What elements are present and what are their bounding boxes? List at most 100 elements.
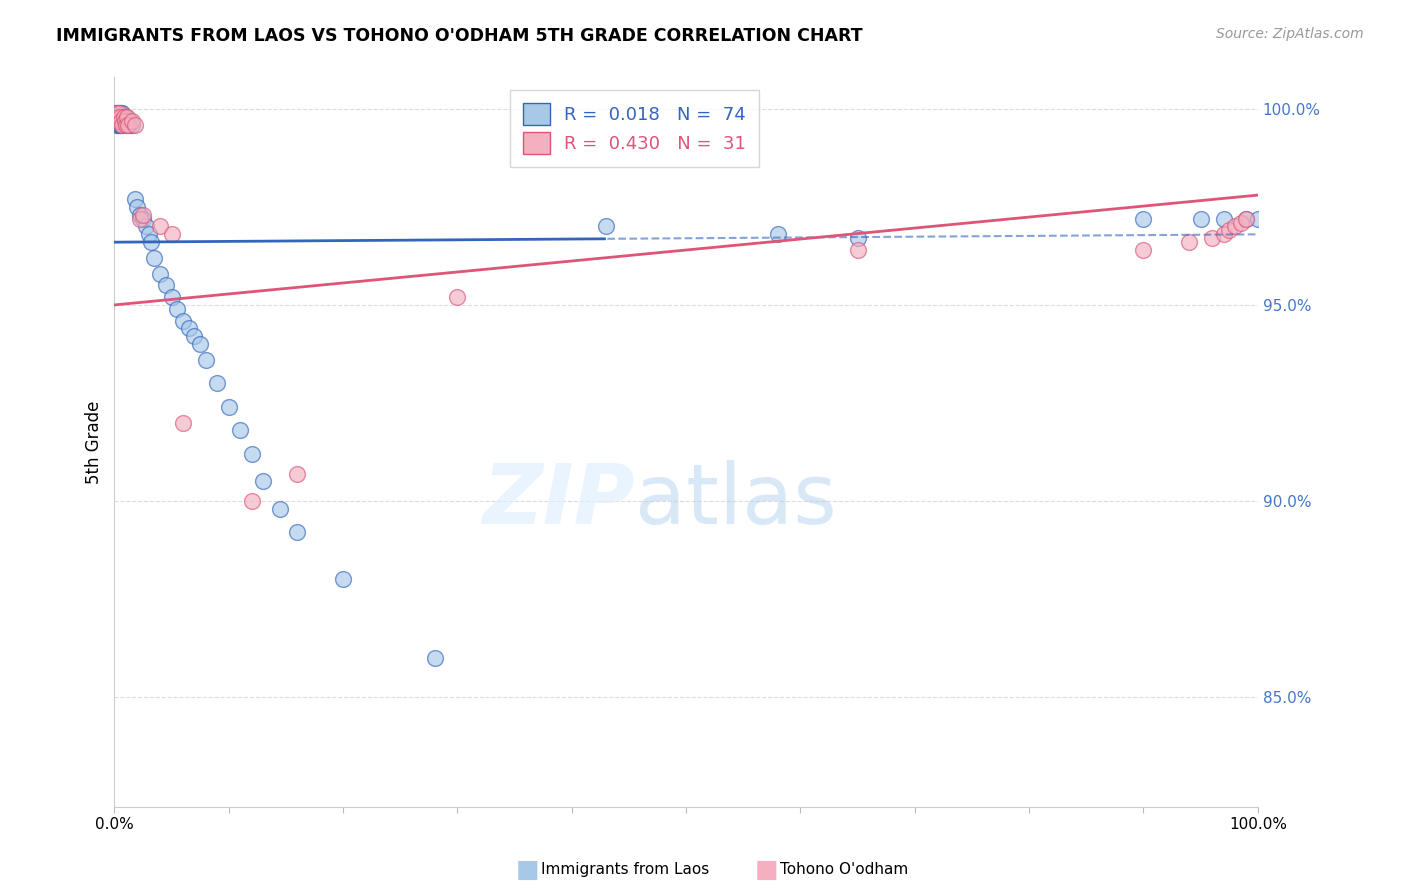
Text: Immigrants from Laos: Immigrants from Laos [541, 863, 710, 877]
Point [108, 110, 131, 124]
Point [111, 118, 134, 132]
Point [118, 118, 141, 132]
Point [105, 113, 128, 128]
Point [105, 118, 128, 132]
Point [252, 475, 274, 489]
Point [108, 105, 131, 120]
Point [124, 192, 146, 206]
Point [423, 651, 446, 665]
Point [110, 118, 132, 132]
Point [121, 113, 143, 128]
Point [183, 329, 205, 343]
Point [135, 219, 157, 234]
Point [218, 400, 240, 414]
Point [107, 105, 129, 120]
Point [1247, 211, 1270, 226]
Point [229, 424, 252, 438]
Point [240, 494, 263, 508]
Point [120, 113, 142, 128]
Point [1234, 211, 1257, 226]
Point [112, 110, 135, 124]
Point [149, 267, 172, 281]
Point [1234, 211, 1257, 226]
Point [110, 110, 132, 124]
Point [285, 467, 308, 481]
Point [172, 416, 194, 430]
Point [105, 110, 128, 124]
Point [107, 113, 129, 128]
Point [108, 113, 131, 128]
Point [124, 118, 146, 132]
Point [240, 447, 263, 461]
Point [111, 105, 134, 120]
Point [1201, 231, 1223, 245]
Point [117, 118, 139, 132]
Point [127, 200, 149, 214]
Point [166, 301, 188, 316]
Point [104, 105, 127, 120]
Point [846, 243, 869, 257]
Legend: R =  0.018   N =  74, R =  0.430   N =  31: R = 0.018 N = 74, R = 0.430 N = 31 [510, 90, 759, 167]
Point [107, 113, 129, 128]
Point [111, 110, 134, 124]
Point [155, 278, 177, 293]
Point [1212, 227, 1234, 242]
Point [1223, 219, 1246, 234]
Point [115, 113, 138, 128]
Text: atlas: atlas [634, 460, 837, 541]
Point [595, 219, 617, 234]
Text: Tohono O'odham: Tohono O'odham [780, 863, 908, 877]
Point [446, 290, 468, 304]
Point [110, 113, 132, 128]
Point [332, 573, 354, 587]
Point [1212, 211, 1234, 226]
Point [1132, 243, 1154, 257]
Text: IMMIGRANTS FROM LAOS VS TOHONO O'ODHAM 5TH GRADE CORRELATION CHART: IMMIGRANTS FROM LAOS VS TOHONO O'ODHAM 5… [56, 27, 863, 45]
Point [107, 110, 129, 124]
Point [194, 352, 217, 367]
Point [107, 110, 129, 124]
Point [107, 113, 129, 128]
Point [108, 105, 131, 120]
Point [139, 235, 162, 249]
Point [846, 231, 869, 245]
Point [285, 525, 308, 540]
Point [128, 211, 150, 226]
Text: Source: ZipAtlas.com: Source: ZipAtlas.com [1216, 27, 1364, 41]
Point [766, 227, 789, 242]
Y-axis label: 5th Grade: 5th Grade [86, 401, 103, 483]
Point [115, 110, 138, 124]
Point [104, 110, 127, 124]
Point [188, 337, 211, 351]
Point [104, 105, 127, 120]
Point [114, 113, 136, 128]
Point [108, 118, 131, 132]
Point [105, 110, 128, 124]
Point [114, 110, 136, 124]
Point [115, 113, 138, 128]
Point [105, 105, 128, 120]
Text: ZIP: ZIP [482, 460, 634, 541]
Point [115, 118, 138, 132]
Point [121, 118, 143, 132]
Point [160, 227, 183, 242]
Point [108, 110, 131, 124]
Point [177, 321, 200, 335]
Point [115, 118, 138, 132]
Point [108, 113, 131, 128]
Point [149, 219, 172, 234]
Point [117, 113, 139, 128]
Point [108, 118, 131, 132]
Point [172, 313, 194, 327]
Point [115, 110, 138, 124]
Point [112, 113, 135, 128]
Point [114, 113, 136, 128]
Point [104, 113, 127, 128]
Point [108, 105, 131, 120]
Point [138, 227, 160, 242]
Point [111, 118, 134, 132]
Point [143, 251, 166, 265]
Text: ■: ■ [755, 858, 778, 881]
Point [269, 502, 291, 516]
Point [1218, 223, 1240, 237]
